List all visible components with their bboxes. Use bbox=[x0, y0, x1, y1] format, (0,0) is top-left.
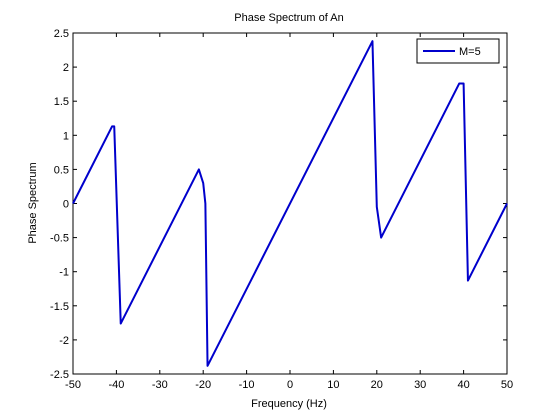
y-tick-label: -1 bbox=[59, 267, 69, 279]
x-tick-label: -10 bbox=[239, 379, 255, 391]
y-tick-label: 0 bbox=[63, 199, 69, 211]
y-tick-label: 2.5 bbox=[54, 28, 69, 40]
x-axis-label: Frequency (Hz) bbox=[251, 398, 327, 410]
x-tick-label: 50 bbox=[501, 379, 513, 391]
y-tick-label: -2.5 bbox=[50, 369, 69, 381]
y-axis-label: Phase Spectrum bbox=[27, 162, 39, 243]
y-tick-label: 2 bbox=[63, 62, 69, 74]
x-tick-label: 30 bbox=[414, 379, 426, 391]
y-tick-label: -0.5 bbox=[50, 233, 69, 245]
series-layer bbox=[72, 40, 508, 367]
x-tick-label: 0 bbox=[287, 379, 293, 391]
x-tick-label: 40 bbox=[457, 379, 469, 391]
x-tick-label: 10 bbox=[327, 379, 339, 391]
x-tick-label: -40 bbox=[108, 379, 124, 391]
x-tick-label: 20 bbox=[371, 379, 383, 391]
y-tick-label: -1.5 bbox=[50, 301, 69, 313]
legend-label: M=5 bbox=[459, 46, 481, 58]
x-tick-label: -50 bbox=[65, 379, 81, 391]
axis-ticks bbox=[72, 32, 508, 375]
y-tick-label: 0.5 bbox=[54, 164, 69, 176]
y-tick-label: 1.5 bbox=[54, 96, 69, 108]
series-line bbox=[72, 40, 508, 367]
y-tick-label: 1 bbox=[63, 130, 69, 142]
x-tick-label: -30 bbox=[152, 379, 168, 391]
y-tick-labels: 2.5 2 1.5 1 0.5 0 -0.5 -1 -1.5 -2 -2.5 bbox=[50, 28, 69, 381]
legend: M=5 bbox=[416, 38, 500, 64]
y-tick-label: -2 bbox=[59, 335, 69, 347]
x-tick-label: -20 bbox=[195, 379, 211, 391]
chart-title: Phase Spectrum of An bbox=[234, 12, 343, 24]
x-tick-labels: -50 -40 -30 -20 -10 0 10 20 30 40 50 bbox=[65, 379, 513, 391]
